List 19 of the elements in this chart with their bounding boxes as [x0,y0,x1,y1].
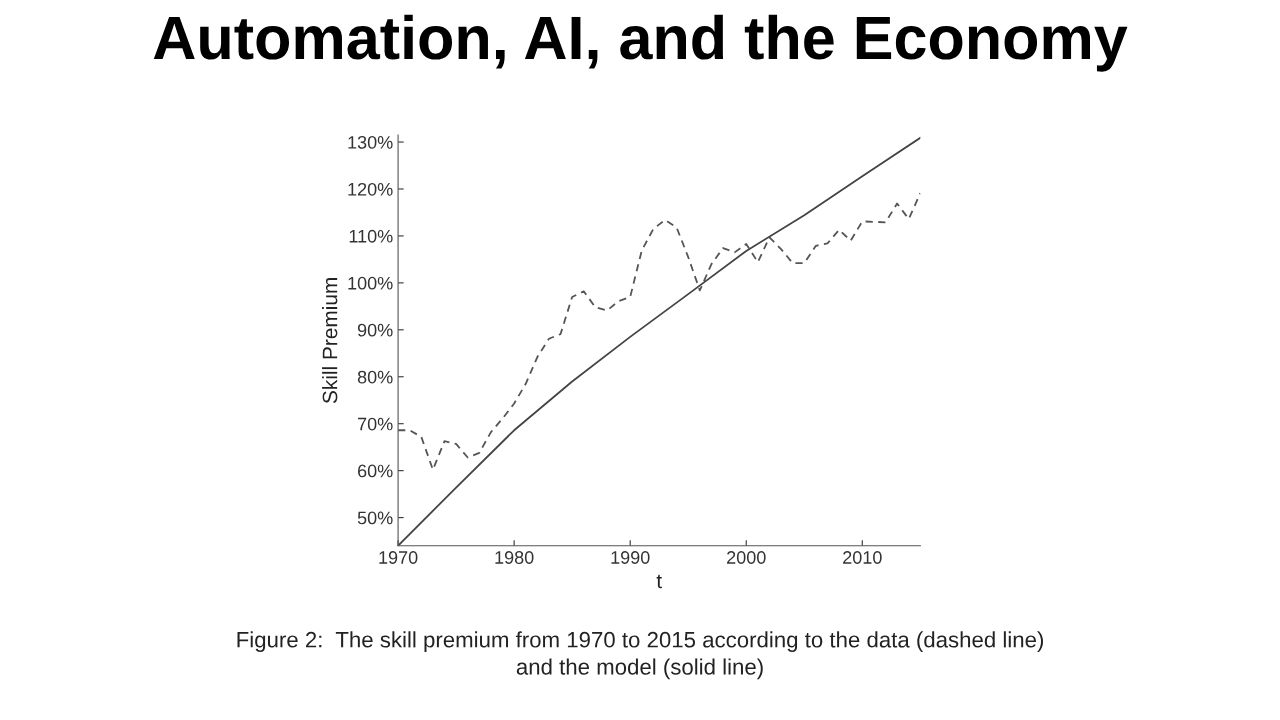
y-tick-label: 130% [348,135,393,149]
x-tick-label: 1980 [495,551,534,564]
x-tick-label: 1990 [611,551,650,564]
line-series [398,136,921,546]
y-tick-label: 80% [357,370,393,384]
y-tick-label: 110% [349,229,393,243]
x-tick-label: 1970 [379,551,418,564]
caption: Figure 2: The skill premium from 1970 to 2015 according to the data (dashed line) and the model (solid line) [237,631,1043,680]
x-tick-label: 2000 [727,551,766,564]
x-tick-label: 2010 [843,551,882,564]
y-axis-title: Skill Premium [322,278,338,404]
y-tick-label: 70% [358,417,393,431]
y-tick-label: 100% [348,276,393,290]
y-tick-label: 50% [357,511,393,525]
x-axis-title: t [656,574,662,589]
y-tick-label: 60% [358,464,393,478]
y-tick-label: 90% [357,323,393,337]
chart-title: Automation, AI, and the Economy [153,14,1128,72]
y-tick-label: 120% [348,182,393,196]
